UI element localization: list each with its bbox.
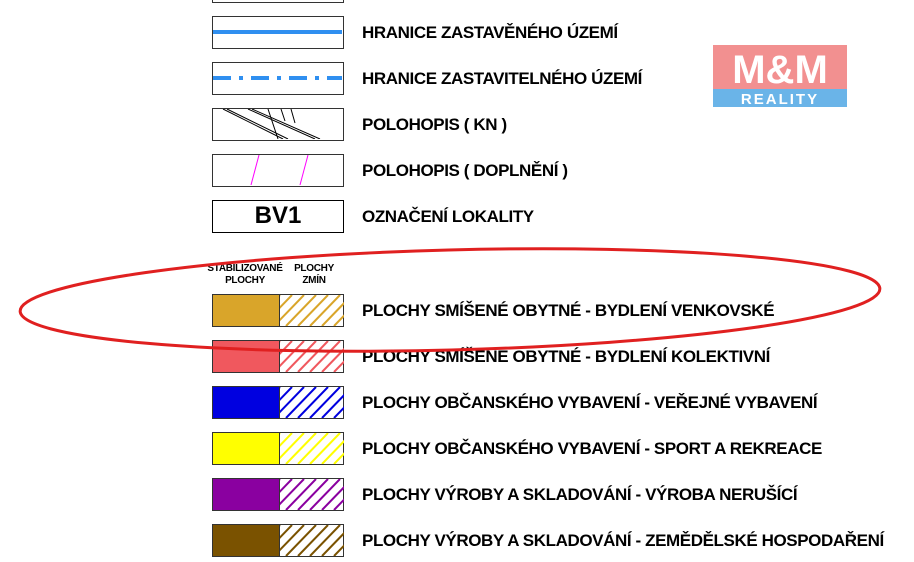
area-symbol	[212, 478, 344, 511]
header-change-line2: ZMÍN	[302, 275, 326, 286]
legend-label: HRANICE ZASTAVITELNÉHO ÚZEMÍ	[362, 69, 642, 88]
area-symbol	[212, 294, 344, 327]
area-label: PLOCHY VÝROBY A SKLADOVÁNÍ - VÝROBA NERU…	[362, 485, 798, 504]
header-change-line1: PLOCHY	[294, 263, 334, 274]
stable-area-swatch	[213, 387, 279, 418]
stable-area-swatch	[213, 341, 279, 372]
change-area-hatch	[279, 433, 344, 464]
header-stable-line2: PLOCHY	[225, 275, 265, 286]
legend-label: POLOHOPIS ( KN )	[362, 115, 507, 134]
legend-symbol-solid-line	[212, 16, 344, 49]
area-label: PLOCHY VÝROBY A SKLADOVÁNÍ - ZEMĚDĚLSKÉ …	[362, 531, 884, 550]
area-symbol	[212, 340, 344, 373]
area-label: PLOCHY OBČANSKÉHO VYBAVENÍ - SPORT A REK…	[362, 439, 822, 458]
svg-text:M&M: M&M	[732, 48, 828, 92]
svg-text:REALITY: REALITY	[741, 91, 819, 107]
header-stable: STABILIZOVANÉ PLOCHY	[207, 263, 283, 287]
legend-label: OZNAČENÍ LOKALITY	[362, 207, 534, 226]
header-change: PLOCHY ZMÍN	[282, 263, 346, 287]
mm-reality-logo: M&M REALITY	[713, 45, 847, 107]
header-stable-line1: STABILIZOVANÉ	[207, 263, 283, 274]
area-symbol	[212, 432, 344, 465]
legend-symbol-dash-dot-line	[212, 62, 344, 95]
locality-code: BV1	[254, 202, 302, 229]
legend-symbol-top-partial	[212, 0, 344, 3]
area-label: PLOCHY SMÍŠENÉ OBYTNÉ - BYDLENÍ KOLEKTIV…	[362, 347, 770, 366]
legend-symbol-black-lines	[212, 108, 344, 141]
stable-area-swatch	[213, 433, 279, 464]
area-symbol	[212, 524, 344, 557]
change-area-hatch	[279, 525, 344, 556]
change-area-hatch	[279, 295, 344, 326]
legend-symbol-text-box: BV1	[212, 200, 344, 233]
area-label: PLOCHY OBČANSKÉHO VYBAVENÍ - VEŘEJNÉ VYB…	[362, 393, 818, 412]
change-area-hatch	[279, 479, 344, 510]
area-symbol	[212, 386, 344, 419]
change-area-hatch	[279, 387, 344, 418]
stable-area-swatch	[213, 295, 279, 326]
change-area-hatch	[279, 341, 344, 372]
stable-area-swatch	[213, 525, 279, 556]
legend-symbol-magenta-lines	[212, 154, 344, 187]
area-label: PLOCHY SMÍŠENÉ OBYTNÉ - BYDLENÍ VENKOVSK…	[362, 301, 775, 320]
legend-label: HRANICE ZASTAVĚNÉHO ÚZEMÍ	[362, 23, 618, 42]
stable-area-swatch	[213, 479, 279, 510]
legend-label: POLOHOPIS ( DOPLNĚNÍ )	[362, 161, 568, 180]
